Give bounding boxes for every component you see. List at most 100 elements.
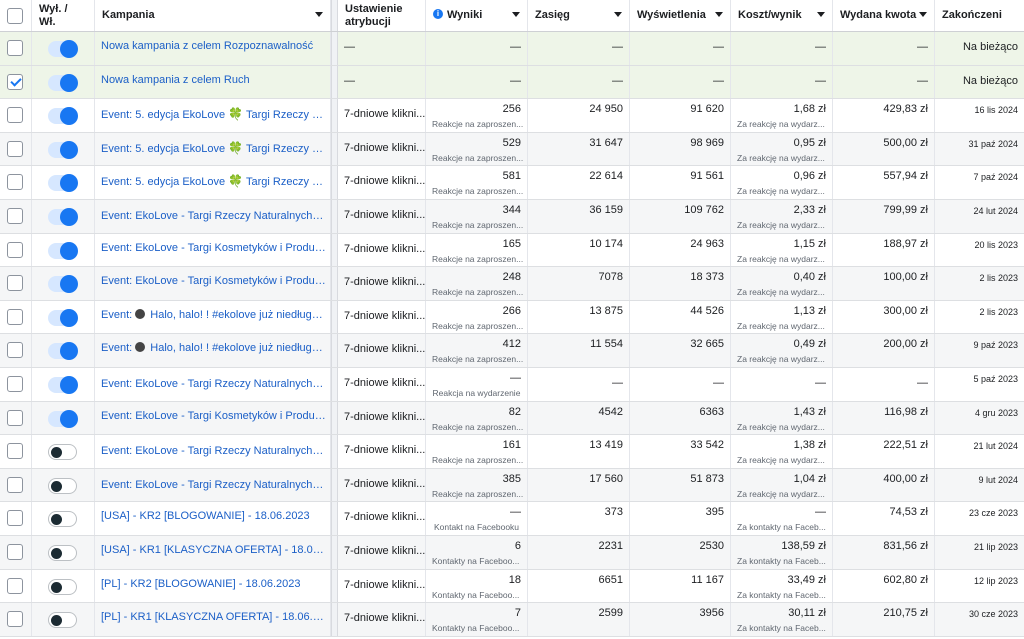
campaign-name-link[interactable]: Event: EkoLove - Targi Kosmetyków i Prod… (101, 275, 326, 287)
table-row[interactable]: [USA] - KR1 [KLASYCZNA OFERTA] - 18.06.2… (0, 535, 1024, 570)
campaign-status-toggle[interactable] (48, 174, 78, 193)
row-select-cell[interactable] (0, 569, 32, 603)
campaign-name-link[interactable]: [USA] - KR2 [BLOGOWANIE] - 18.06.2023 (101, 510, 326, 522)
table-row[interactable]: Event: 5. edycja EkoLove 🍀 Targi Rzeczy … (0, 166, 1024, 200)
campaign-status-toggle[interactable] (48, 308, 78, 327)
column-divider-handle[interactable] (331, 569, 338, 603)
chevron-down-icon[interactable] (512, 12, 520, 17)
info-icon[interactable]: i (433, 9, 443, 19)
campaign-status-toggle[interactable] (48, 207, 78, 226)
row-checkbox[interactable] (7, 375, 23, 392)
select-all-checkbox[interactable] (7, 8, 23, 24)
campaign-name-link[interactable]: Event: 5. edycja EkoLove 🍀 Targi Rzeczy … (101, 107, 326, 121)
row-checkbox[interactable] (7, 443, 23, 460)
row-select-cell[interactable] (0, 502, 32, 535)
row-select-cell[interactable] (0, 233, 32, 267)
row-select-cell[interactable] (0, 65, 32, 99)
row-select-cell[interactable] (0, 468, 32, 502)
table-row[interactable]: Event: EkoLove - Targi Rzeczy Naturalnyc… (0, 435, 1024, 469)
campaign-name-link[interactable]: Event: EkoLove - Targi Rzeczy Naturalnyc… (101, 443, 326, 457)
header-reach[interactable]: Zasięg (528, 0, 630, 31)
row-select-cell[interactable] (0, 199, 32, 233)
header-select-all[interactable] (0, 0, 32, 31)
chevron-down-icon[interactable] (817, 12, 825, 17)
table-row[interactable]: [PL] - KR1 [KLASYCZNA OFERTA] - 18.06.20… (0, 603, 1024, 637)
campaign-status-toggle[interactable] (48, 477, 77, 494)
row-checkbox[interactable] (7, 409, 23, 426)
campaign-name-link[interactable]: Event: 5. edycja EkoLove 🍀 Targi Rzeczy … (101, 174, 326, 188)
row-select-cell[interactable] (0, 603, 32, 636)
campaign-name-link[interactable]: Event: Halo, halo! ! #ekolove już niedłu… (101, 342, 326, 354)
column-divider-handle[interactable] (331, 99, 338, 132)
header-attribution[interactable]: Ustawienie atrybucji (338, 0, 426, 31)
column-divider-handle[interactable] (331, 166, 338, 199)
row-checkbox[interactable] (7, 342, 23, 359)
header-ends[interactable]: Zakończeni (935, 0, 1024, 31)
column-divider-handle[interactable] (331, 65, 338, 99)
table-row[interactable]: Event: Halo, halo! ! #ekolove już niedłu… (0, 334, 1024, 368)
row-checkbox[interactable] (7, 577, 23, 594)
table-row[interactable]: Event: 5. edycja EkoLove 🍀 Targi Rzeczy … (0, 99, 1024, 133)
row-select-cell[interactable] (0, 334, 32, 367)
column-divider-handle[interactable] (331, 468, 338, 502)
column-divider-handle[interactable] (331, 334, 338, 367)
campaign-name-link[interactable]: Event: 5. edycja EkoLove 🍀 Targi Rzeczy … (101, 141, 326, 155)
column-divider-handle[interactable] (331, 267, 338, 300)
campaign-status-toggle[interactable] (48, 544, 77, 561)
row-select-cell[interactable] (0, 99, 32, 132)
campaign-name-link[interactable]: Event: EkoLove - Targi Kosmetyków i Prod… (101, 242, 326, 254)
column-divider-handle[interactable] (331, 132, 338, 166)
header-campaign[interactable]: Kampania (95, 0, 331, 31)
campaign-name-link[interactable]: Nowa kampania z celem Ruch (101, 74, 326, 86)
column-divider-handle[interactable] (331, 401, 338, 435)
table-row[interactable]: Event: EkoLove - Targi Kosmetyków i Prod… (0, 401, 1024, 436)
table-row[interactable]: Event: 5. edycja EkoLove 🍀 Targi Rzeczy … (0, 132, 1024, 167)
column-divider-handle[interactable] (331, 233, 338, 267)
header-cost-per-result[interactable]: Koszt/wynik (731, 0, 833, 31)
campaign-status-toggle[interactable] (48, 612, 77, 629)
row-select-cell[interactable] (0, 367, 32, 401)
campaign-name-link[interactable]: Event: Halo, halo! ! #ekolove już niedłu… (101, 308, 326, 321)
row-checkbox[interactable] (7, 611, 23, 628)
row-select-cell[interactable] (0, 166, 32, 199)
row-checkbox[interactable] (7, 476, 23, 493)
row-select-cell[interactable] (0, 300, 32, 334)
column-divider-handle[interactable] (331, 32, 338, 65)
row-select-cell[interactable] (0, 132, 32, 166)
chevron-down-icon[interactable] (919, 12, 927, 17)
column-divider-handle[interactable] (331, 199, 338, 233)
campaign-status-toggle[interactable] (48, 275, 78, 294)
chevron-down-icon[interactable] (614, 12, 622, 17)
row-select-cell[interactable] (0, 267, 32, 300)
table-row[interactable]: [PL] - KR2 [BLOGOWANIE] - 18.06.2023 7-dn… (0, 569, 1024, 604)
row-checkbox[interactable] (7, 40, 23, 56)
column-divider-handle[interactable] (331, 0, 338, 31)
campaign-status-toggle[interactable] (48, 444, 77, 461)
header-results[interactable]: i Wyniki (426, 0, 528, 31)
table-row[interactable]: Event: EkoLove - Targi Rzeczy Naturalnyc… (0, 199, 1024, 234)
campaign-status-toggle[interactable] (48, 409, 78, 428)
table-row[interactable]: Event: EkoLove - Targi Rzeczy Naturalnyc… (0, 468, 1024, 503)
row-checkbox[interactable] (7, 543, 23, 560)
campaign-status-toggle[interactable] (48, 375, 78, 394)
table-row[interactable]: Event: Halo, halo! ! #ekolove już niedłu… (0, 300, 1024, 335)
row-select-cell[interactable] (0, 435, 32, 468)
table-row[interactable]: Event: EkoLove - Targi Kosmetyków i Prod… (0, 267, 1024, 301)
campaign-name-link[interactable]: Event: EkoLove - Targi Kosmetyków i Prod… (101, 410, 326, 422)
header-amount-spent[interactable]: Wydana kwota (833, 0, 935, 31)
chevron-down-icon[interactable] (715, 12, 723, 17)
campaign-status-toggle[interactable] (48, 511, 77, 528)
table-row[interactable]: Event: EkoLove - Targi Kosmetyków i Prod… (0, 233, 1024, 268)
campaign-name-link[interactable]: [PL] - KR1 [KLASYCZNA OFERTA] - 18.06.20… (101, 611, 326, 623)
campaign-status-toggle[interactable] (48, 73, 78, 92)
table-row[interactable]: Nowa kampania z celem Ruch — — — — — — Na bieżą… (0, 65, 1024, 100)
row-checkbox[interactable] (7, 174, 23, 191)
row-checkbox[interactable] (7, 241, 23, 258)
row-select-cell[interactable] (0, 535, 32, 569)
campaign-name-link[interactable]: Event: EkoLove - Targi Rzeczy Naturalnyc… (101, 477, 326, 491)
column-divider-handle[interactable] (331, 535, 338, 569)
column-divider-handle[interactable] (331, 603, 338, 636)
row-checkbox[interactable] (7, 73, 23, 90)
row-checkbox[interactable] (7, 510, 23, 527)
chevron-down-icon[interactable] (315, 12, 323, 17)
